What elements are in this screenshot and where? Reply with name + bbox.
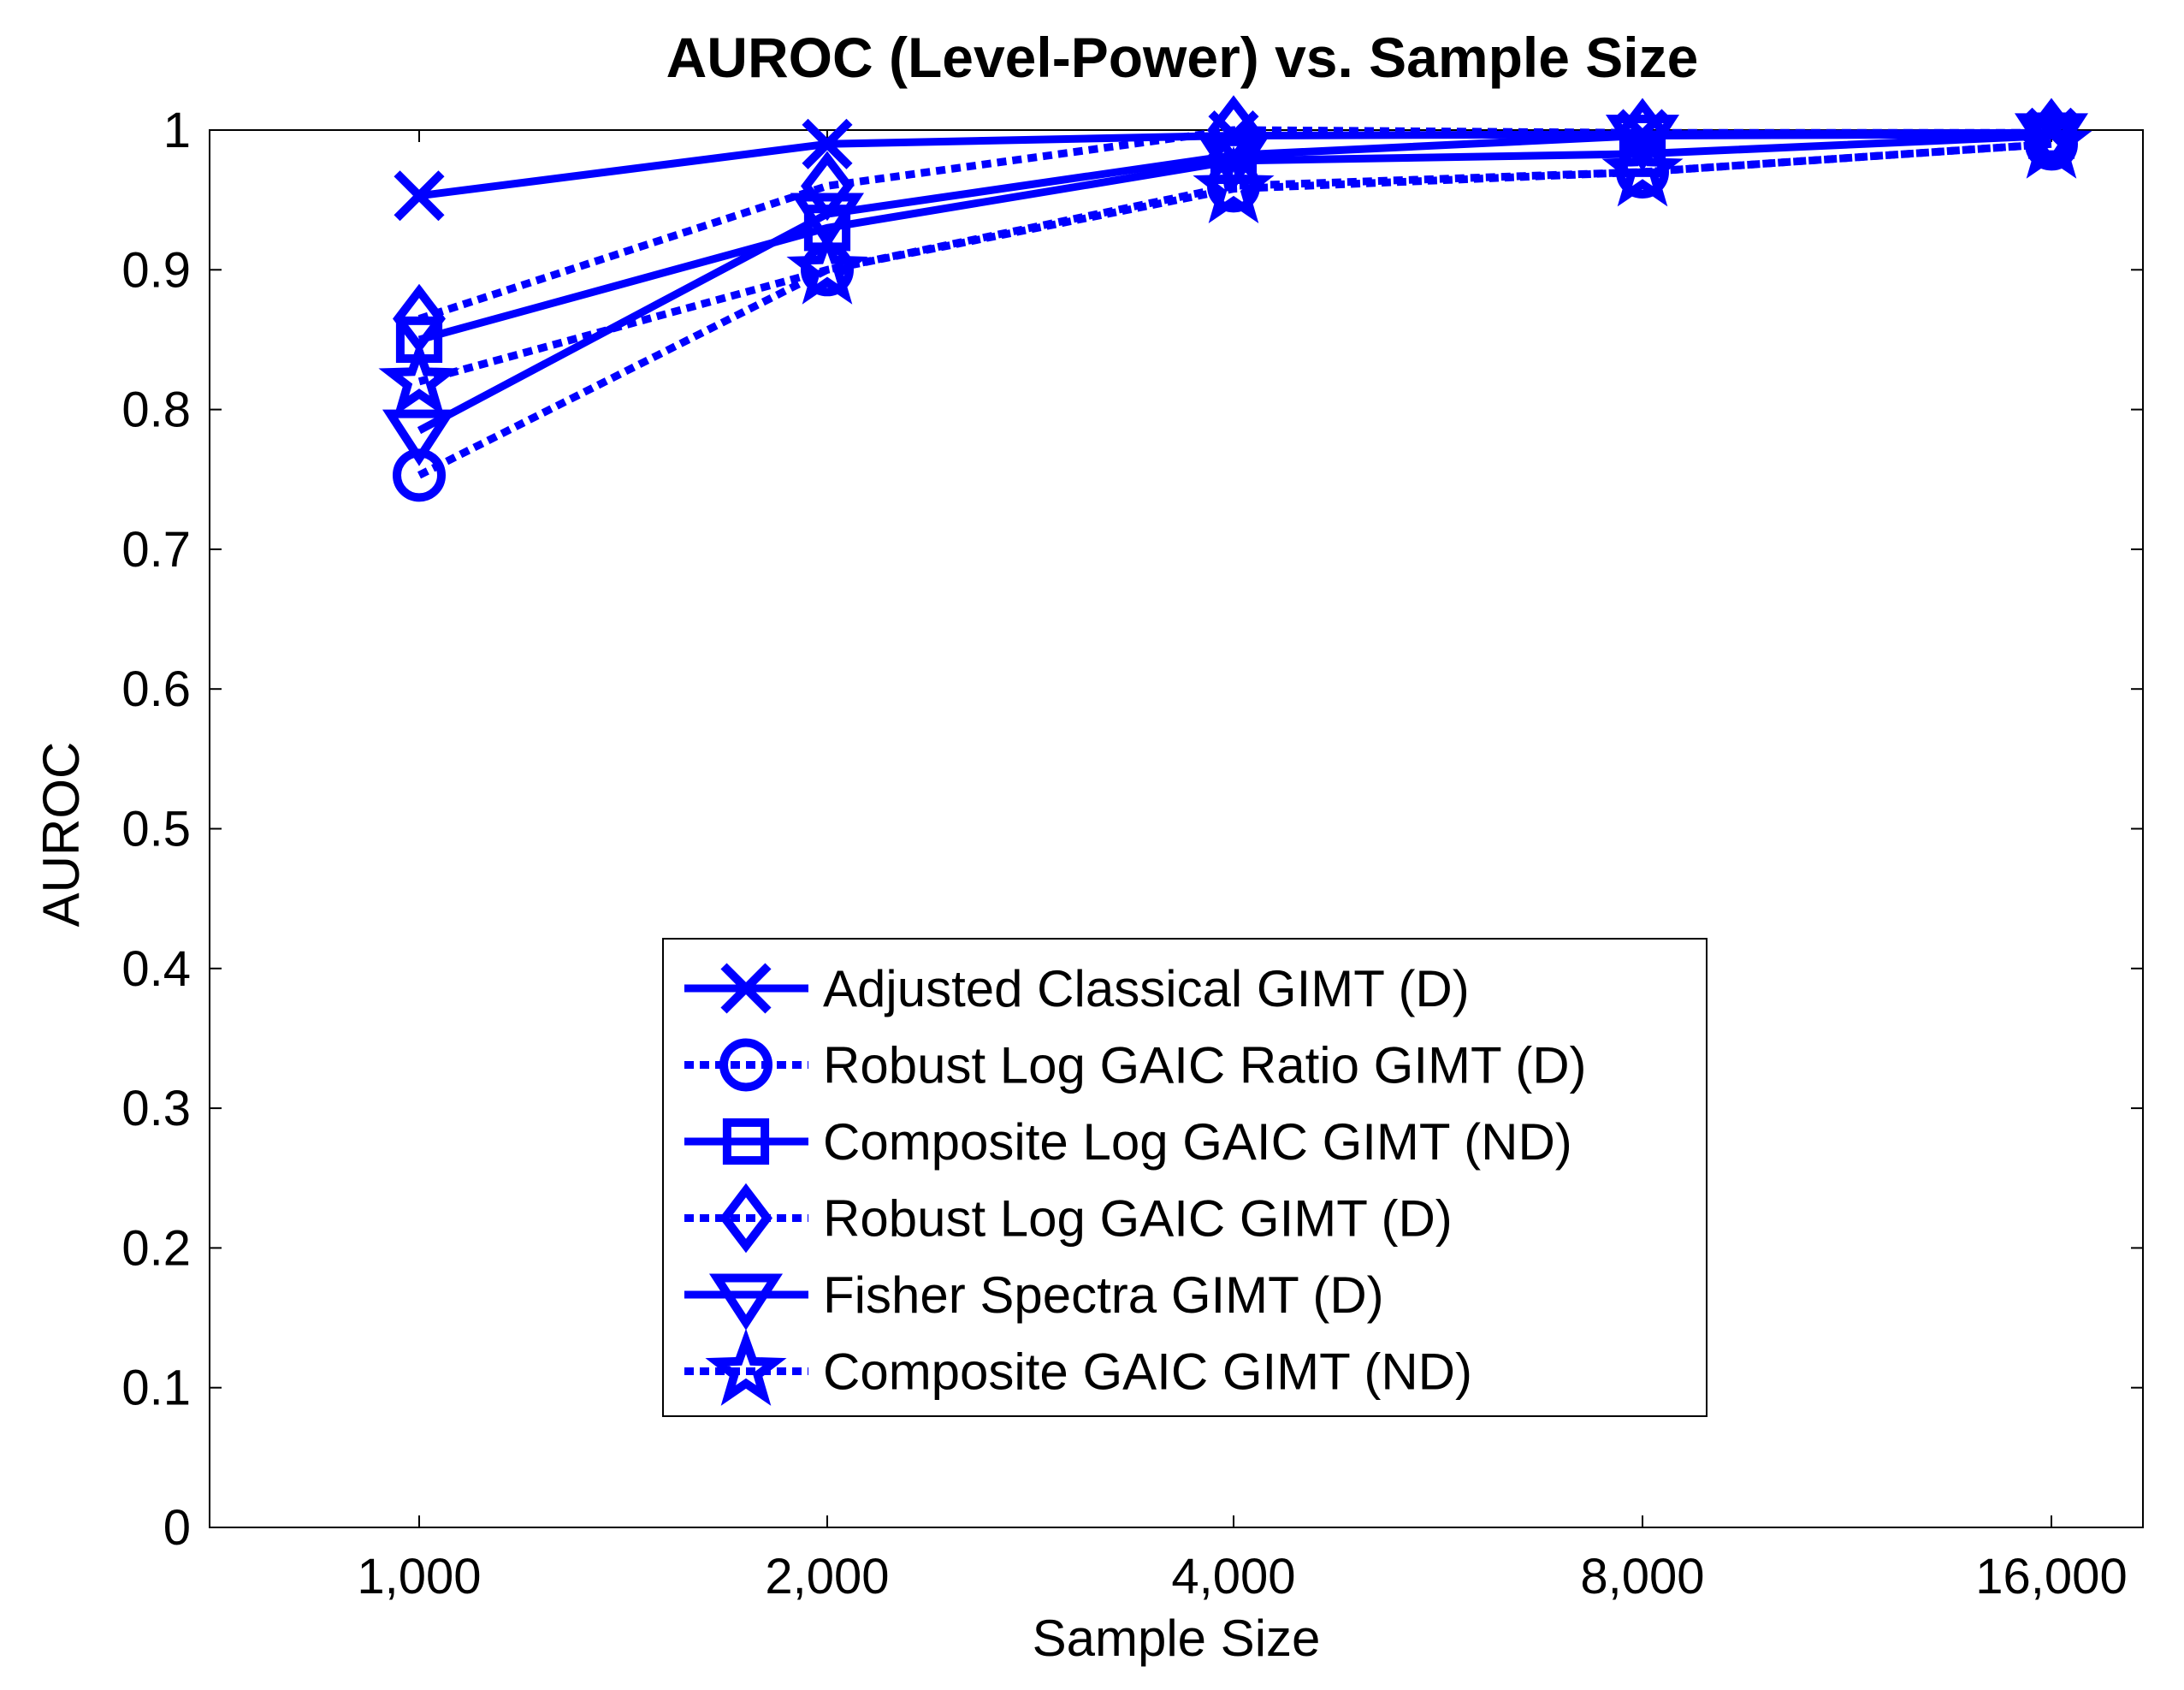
data-point — [2010, 101, 2092, 179]
y-tick-label: 0.8 — [121, 382, 191, 438]
y-tick-label: 0.2 — [121, 1220, 191, 1276]
legend-marker — [719, 1038, 772, 1092]
chart-title: AUROC (Level-Power) vs. Sample Size — [666, 26, 1699, 89]
x-tick-label: 8,000 — [1580, 1549, 1704, 1604]
series-line — [417, 139, 2052, 479]
data-point — [378, 338, 460, 417]
x-axis-label: Sample Size — [1033, 1610, 1321, 1667]
y-tick-label: 0.4 — [121, 941, 191, 997]
y-tick-label: 0.1 — [121, 1361, 191, 1416]
data-point — [1193, 145, 1275, 224]
legend-entry: Robust Log GAIC GIMT (D) — [684, 1183, 1453, 1254]
data-point — [394, 170, 445, 222]
y-tick-label: 0.3 — [121, 1081, 191, 1136]
data-point — [1605, 115, 1680, 172]
data-point — [786, 227, 868, 305]
legend-marker — [708, 1273, 784, 1331]
data-point — [382, 409, 457, 466]
legend-box — [662, 938, 1708, 1417]
legend-label: Robust Log GAIC GIMT (D) — [823, 1190, 1453, 1248]
x-tick-label: 4,000 — [1171, 1549, 1295, 1604]
legend-entry: Adjusted Classical GIMT (D) — [684, 960, 1470, 1017]
x-tick-label: 1,000 — [357, 1549, 481, 1604]
y-tick-label: 0.9 — [121, 242, 191, 298]
series-composite-gaic-gimt-nd — [378, 101, 2092, 417]
axes: 0 0.1 0.2 0.3 0.4 0.5 0.6 0.7 0.8 0.9 1 1,000 2,000 4… — [121, 103, 2144, 1604]
legend-marker — [719, 1183, 772, 1254]
legend-entry: Robust Log GAIC Ratio GIMT (D) — [684, 1037, 1587, 1094]
x-tick-label: 2,000 — [765, 1549, 889, 1604]
legend-entry: Fisher Spectra GIMT (D) — [684, 1266, 1384, 1331]
legend-entry: Composite Log GAIC GIMT (ND) — [684, 1113, 1572, 1171]
legend-marker — [705, 1328, 787, 1406]
series-layer — [378, 95, 2092, 502]
legend: Adjusted Classical GIMT (D) Robust Log GA… — [662, 938, 1708, 1417]
legend-entry: Composite GAIC GIMT (ND) — [684, 1328, 1472, 1406]
y-tick-label: 0.7 — [121, 522, 191, 578]
legend-label: Composite Log GAIC GIMT (ND) — [823, 1113, 1572, 1171]
legend-marker — [720, 963, 772, 1014]
y-tick-label: 0.5 — [121, 802, 191, 857]
data-point — [1196, 133, 1271, 192]
legend-label: Composite GAIC GIMT (ND) — [823, 1343, 1472, 1401]
series-line — [417, 126, 2051, 323]
y-tick-label: 1 — [163, 103, 191, 158]
y-tick-label: 0 — [163, 1500, 191, 1556]
legend-label: Adjusted Classical GIMT (D) — [823, 960, 1470, 1017]
data-point — [802, 118, 853, 169]
legend-label: Robust Log GAIC Ratio GIMT (D) — [823, 1037, 1587, 1094]
legend-marker — [722, 1118, 770, 1165]
y-tick-label: 0.6 — [121, 661, 191, 717]
data-point — [1601, 129, 1684, 207]
x-tick-label: 16,000 — [1975, 1549, 2127, 1604]
y-axis-label: AUROC — [33, 742, 90, 928]
data-point — [790, 193, 865, 250]
legend-label: Fisher Spectra GIMT (D) — [823, 1266, 1384, 1324]
series-line — [417, 139, 2052, 386]
